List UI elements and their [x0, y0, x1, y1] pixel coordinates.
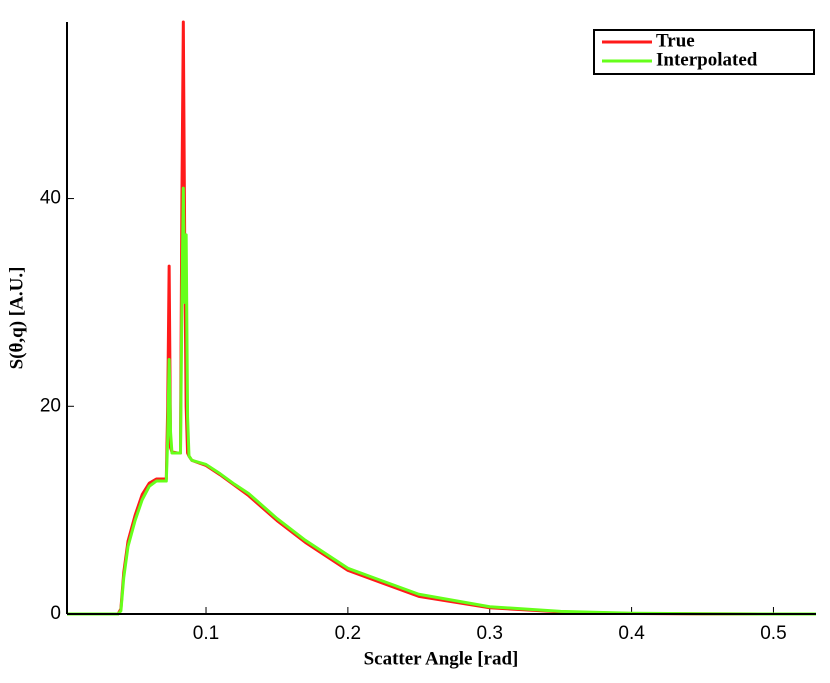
x-tick-label: 0.5: [760, 623, 786, 644]
series-line: [67, 20, 816, 616]
legend-label: True: [656, 30, 695, 51]
x-tick-label: 0.3: [477, 623, 503, 644]
legend-label: Interpolated: [656, 49, 758, 70]
series-line: [67, 186, 816, 616]
x-axis-label: Scatter Angle [rad]: [364, 648, 519, 669]
x-tick-label: 0.4: [618, 623, 645, 644]
x-tick-label: 0.1: [193, 623, 219, 644]
y-tick-label: 20: [40, 395, 61, 416]
y-tick-label: 0: [50, 603, 61, 624]
x-tick-label: 0.2: [335, 623, 361, 644]
y-axis-label: S(θ,q) [A.U.]: [6, 267, 27, 370]
legend-box: [593, 29, 815, 75]
y-tick-label: 40: [40, 188, 61, 209]
